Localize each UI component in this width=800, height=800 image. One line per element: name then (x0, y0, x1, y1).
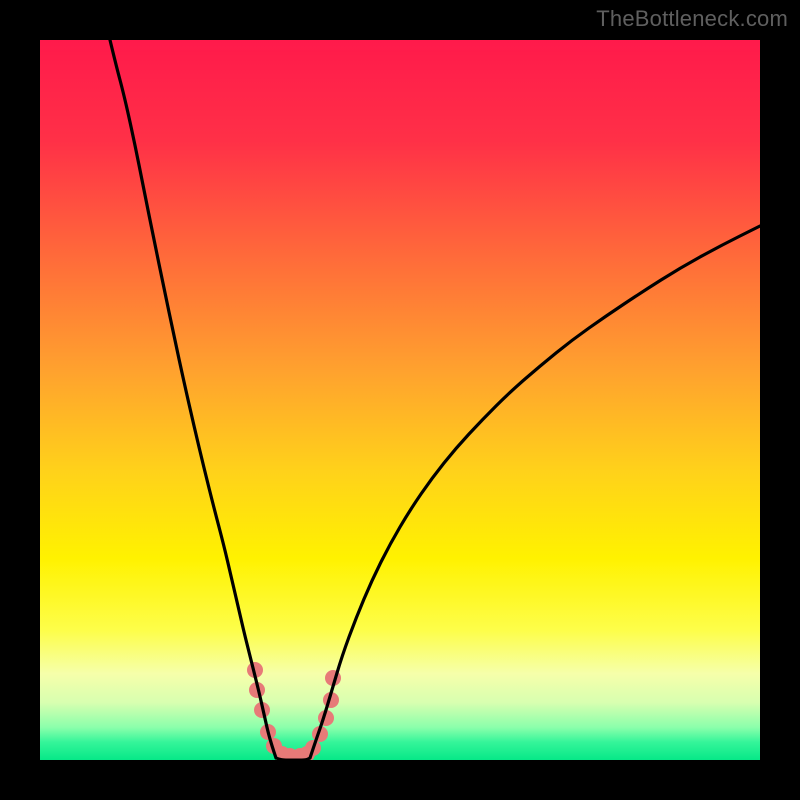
plot-area (40, 40, 760, 760)
right-bottleneck-curve (310, 226, 760, 758)
curves-layer (40, 40, 760, 760)
watermark-text: TheBottleneck.com (596, 6, 788, 32)
chart-frame: TheBottleneck.com (0, 0, 800, 800)
left-bottleneck-curve (110, 40, 276, 758)
